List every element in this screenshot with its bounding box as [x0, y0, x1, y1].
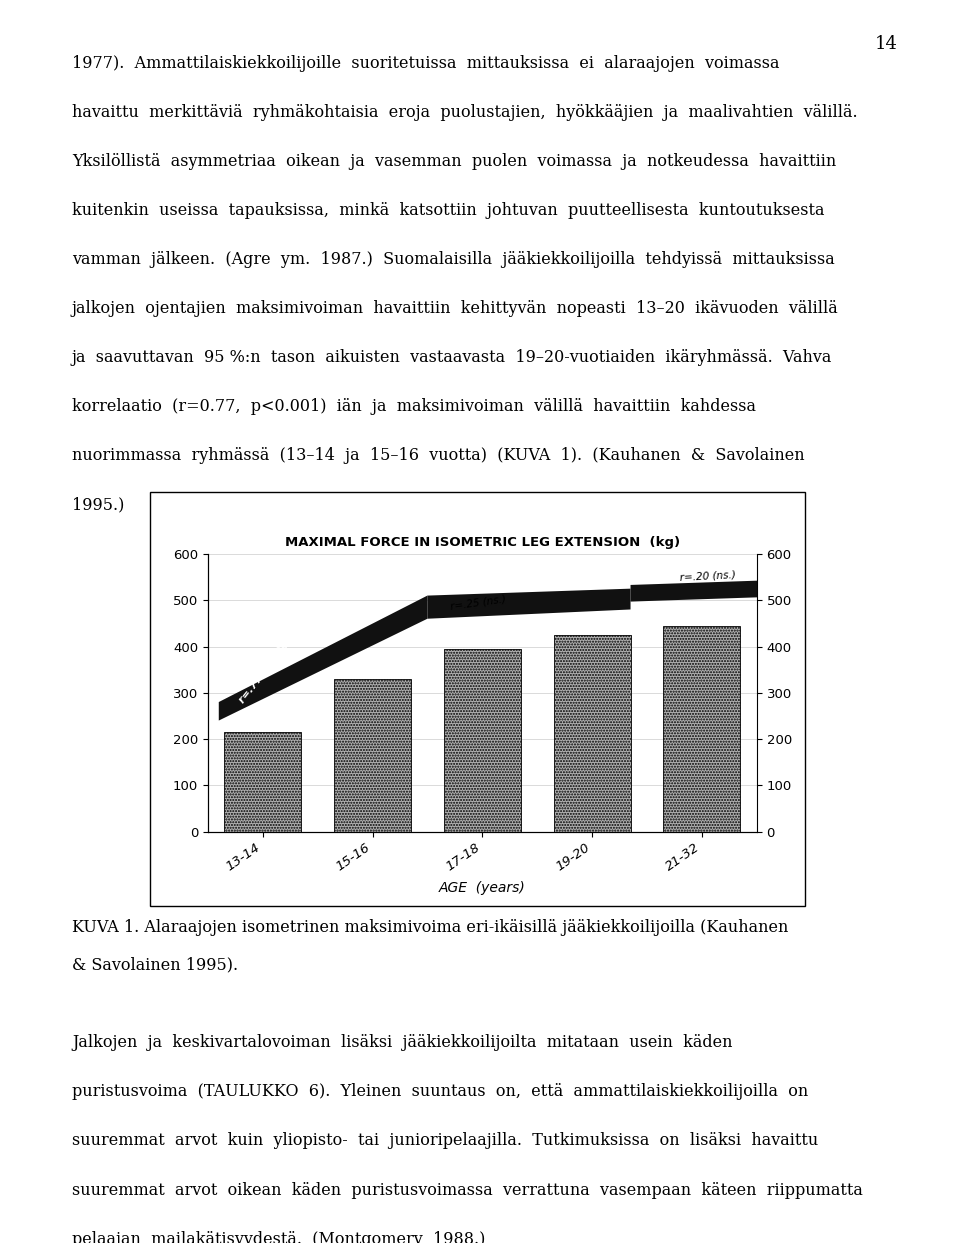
- Text: 14: 14: [875, 35, 898, 52]
- X-axis label: AGE  (years): AGE (years): [439, 881, 526, 895]
- Text: & Savolainen 1995).: & Savolainen 1995).: [72, 956, 238, 973]
- Text: vamman  jälkeen.  (Agre  ym.  1987.)  Suomalaisilla  jääkiekkoilijoilla  tehdyis: vamman jälkeen. (Agre ym. 1987.) Suomala…: [72, 251, 835, 268]
- Text: Jalkojen  ja  keskivartalovoiman  lisäksi  jääkiekkoilijoilta  mitataan  usein  : Jalkojen ja keskivartalovoiman lisäksi j…: [72, 1034, 732, 1052]
- Text: Yksilöllistä  asymmetriaa  oikean  ja  vasemman  puolen  voimassa  ja  notkeudes: Yksilöllistä asymmetriaa oikean ja vasem…: [72, 153, 836, 170]
- Polygon shape: [631, 580, 768, 602]
- Text: 1977).  Ammattilaiskiekkoilijoille  suoritetuissa  mittauksissa  ei  alaraajojen: 1977). Ammattilaiskiekkoilijoille suorit…: [72, 55, 780, 72]
- Text: r=.20 (ns.): r=.20 (ns.): [680, 569, 736, 583]
- Title: MAXIMAL FORCE IN ISOMETRIC LEG EXTENSION  (kg): MAXIMAL FORCE IN ISOMETRIC LEG EXTENSION…: [285, 536, 680, 548]
- Text: jalkojen  ojentajien  maksimivoiman  havaittiin  kehittyvän  nopeasti  13–20  ik: jalkojen ojentajien maksimivoiman havait…: [72, 301, 839, 317]
- Text: r=.25 (ns.): r=.25 (ns.): [449, 594, 506, 612]
- Bar: [225, 732, 301, 832]
- Text: ja  saavuttavan  95 %:n  tason  aikuisten  vastaavasta  19–20-vuotiaiden  ikäryh: ja saavuttavan 95 %:n tason aikuisten va…: [72, 349, 832, 367]
- Polygon shape: [219, 595, 427, 721]
- Text: suuremmat  arvot  oikean  käden  puristusvoimassa  verrattuna  vasempaan  käteen: suuremmat arvot oikean käden puristusvoi…: [72, 1182, 863, 1198]
- Text: suuremmat  arvot  kuin  yliopisto-  tai  junioripelaajilla.  Tutkimuksissa  on  : suuremmat arvot kuin yliopisto- tai juni…: [72, 1132, 818, 1150]
- Text: kuitenkin  useissa  tapauksissa,  minkä  katsottiin  johtuvan  puutteellisesta  : kuitenkin useissa tapauksissa, minkä kat…: [72, 203, 825, 219]
- Bar: [334, 679, 411, 832]
- Text: r=.77 (p<.001): r=.77 (p<.001): [237, 630, 299, 705]
- Text: pelaajan  mailakätisyydestä.  (Montgomery  1988.): pelaajan mailakätisyydestä. (Montgomery …: [72, 1231, 486, 1243]
- Text: 1995.): 1995.): [72, 496, 125, 513]
- Text: korrelaatio  (r=0.77,  p<0.001)  iän  ja  maksimivoiman  välillä  havaittiin  ka: korrelaatio (r=0.77, p<0.001) iän ja mak…: [72, 398, 756, 415]
- Text: nuorimmassa  ryhmässä  (13–14  ja  15–16  vuotta)  (KUVA  1).  (Kauhanen  &  Sav: nuorimmassa ryhmässä (13–14 ja 15–16 vuo…: [72, 447, 804, 465]
- Polygon shape: [427, 589, 631, 619]
- Text: puristusvoima  (TAULUKKO  6).  Yleinen  suuntaus  on,  että  ammattilaiskiekkoil: puristusvoima (TAULUKKO 6). Yleinen suun…: [72, 1084, 808, 1100]
- Bar: [444, 649, 520, 832]
- Bar: [554, 635, 631, 832]
- Bar: [663, 625, 740, 832]
- Text: havaittu  merkittäviä  ryhmäkohtaisia  eroja  puolustajien,  hyökkääjien  ja  ma: havaittu merkittäviä ryhmäkohtaisia eroj…: [72, 104, 857, 121]
- Text: KUVA 1. Alaraajojen isometrinen maksimivoima eri-ikäisillä jääkiekkoilijoilla (K: KUVA 1. Alaraajojen isometrinen maksimiv…: [72, 919, 788, 936]
